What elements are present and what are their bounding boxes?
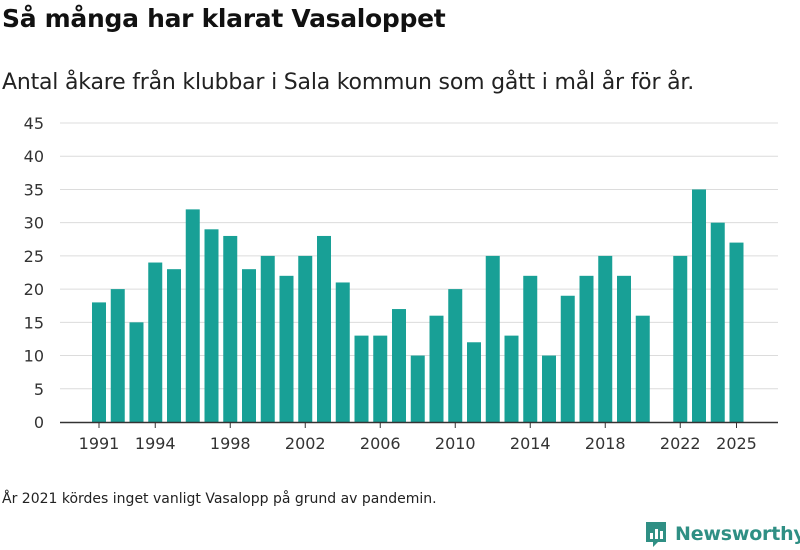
- y-tick-label: 40: [24, 147, 44, 166]
- x-tick-label: 2022: [660, 434, 701, 453]
- y-tick-label: 5: [34, 380, 44, 399]
- x-axis: 1991 1994 1998 2002 2006 2010 2014 2018 2022 2025: [60, 421, 778, 453]
- bar-2007[interactable]: [392, 309, 406, 422]
- y-tick-label: 45: [24, 114, 44, 133]
- bar-1998[interactable]: [223, 235, 238, 422]
- x-tick-label: 1991: [79, 434, 120, 453]
- bar-2022[interactable]: [673, 255, 688, 422]
- x-tick-label: 2002: [285, 434, 326, 453]
- bar-2023[interactable]: [692, 189, 706, 422]
- y-tick-label: 15: [24, 313, 44, 332]
- bar-1993[interactable]: [129, 322, 144, 422]
- newsworthy-brand[interactable]: Newsworthy: [644, 520, 800, 548]
- bar-2018[interactable]: [598, 255, 613, 422]
- bar-2017[interactable]: [579, 275, 594, 422]
- bar-1997[interactable]: [204, 229, 219, 422]
- bar-2014[interactable]: [523, 275, 538, 422]
- bar-2001[interactable]: [279, 275, 294, 422]
- bar-2008[interactable]: [410, 355, 425, 422]
- x-tick-label: 2018: [585, 434, 626, 453]
- x-tick-label: 2025: [716, 434, 757, 453]
- newsworthy-logo-icon: [646, 522, 666, 547]
- chart-title: Så många har klarat Vasaloppet: [2, 4, 446, 33]
- chart-subtitle: Antal åkare från klubbar i Sala kommun s…: [2, 70, 694, 95]
- bar-2024[interactable]: [710, 222, 725, 422]
- y-tick-label: 25: [24, 247, 44, 266]
- bar-2012[interactable]: [485, 255, 500, 422]
- bar-2020[interactable]: [635, 315, 650, 422]
- bar-2009[interactable]: [429, 315, 444, 422]
- bar-2013[interactable]: [504, 335, 519, 422]
- x-tick-label: 2010: [435, 434, 476, 453]
- bar-2016[interactable]: [560, 295, 575, 422]
- bar-1999[interactable]: [242, 269, 256, 422]
- bar-1996[interactable]: [185, 209, 200, 422]
- bar-2011[interactable]: [467, 342, 481, 422]
- y-tick-label: 0: [34, 413, 44, 432]
- x-tick-label: 2006: [360, 434, 401, 453]
- bar-2006[interactable]: [373, 335, 388, 422]
- y-tick-label: 20: [24, 280, 44, 299]
- footnote: År 2021 kördes inget vanligt Vasalopp på…: [2, 491, 437, 507]
- bar-2019[interactable]: [617, 275, 631, 422]
- bar-2003[interactable]: [317, 235, 331, 422]
- bar-1995[interactable]: [167, 269, 181, 422]
- bar-2004[interactable]: [335, 282, 350, 422]
- bar-2002[interactable]: [298, 255, 313, 422]
- bar-1994[interactable]: [148, 262, 163, 422]
- bar-1991[interactable]: [92, 302, 106, 422]
- x-tick-label: 2014: [510, 434, 551, 453]
- y-axis: 0 5 10 15 20 25 30 35 40 45: [24, 114, 44, 432]
- x-tick-label: 1994: [135, 434, 176, 453]
- y-tick-label: 35: [24, 180, 44, 199]
- bars: [92, 189, 744, 422]
- bar-2010[interactable]: [448, 289, 463, 422]
- bar-2025[interactable]: [729, 242, 744, 422]
- bar-2000[interactable]: [260, 255, 275, 422]
- x-tick-label: 1998: [210, 434, 251, 453]
- bar-2015[interactable]: [542, 355, 556, 422]
- bar-1992[interactable]: [110, 289, 125, 422]
- y-tick-label: 30: [24, 214, 44, 233]
- brand-name: Newsworthy: [675, 523, 800, 545]
- bar-2005[interactable]: [354, 335, 369, 422]
- y-tick-label: 10: [24, 347, 44, 366]
